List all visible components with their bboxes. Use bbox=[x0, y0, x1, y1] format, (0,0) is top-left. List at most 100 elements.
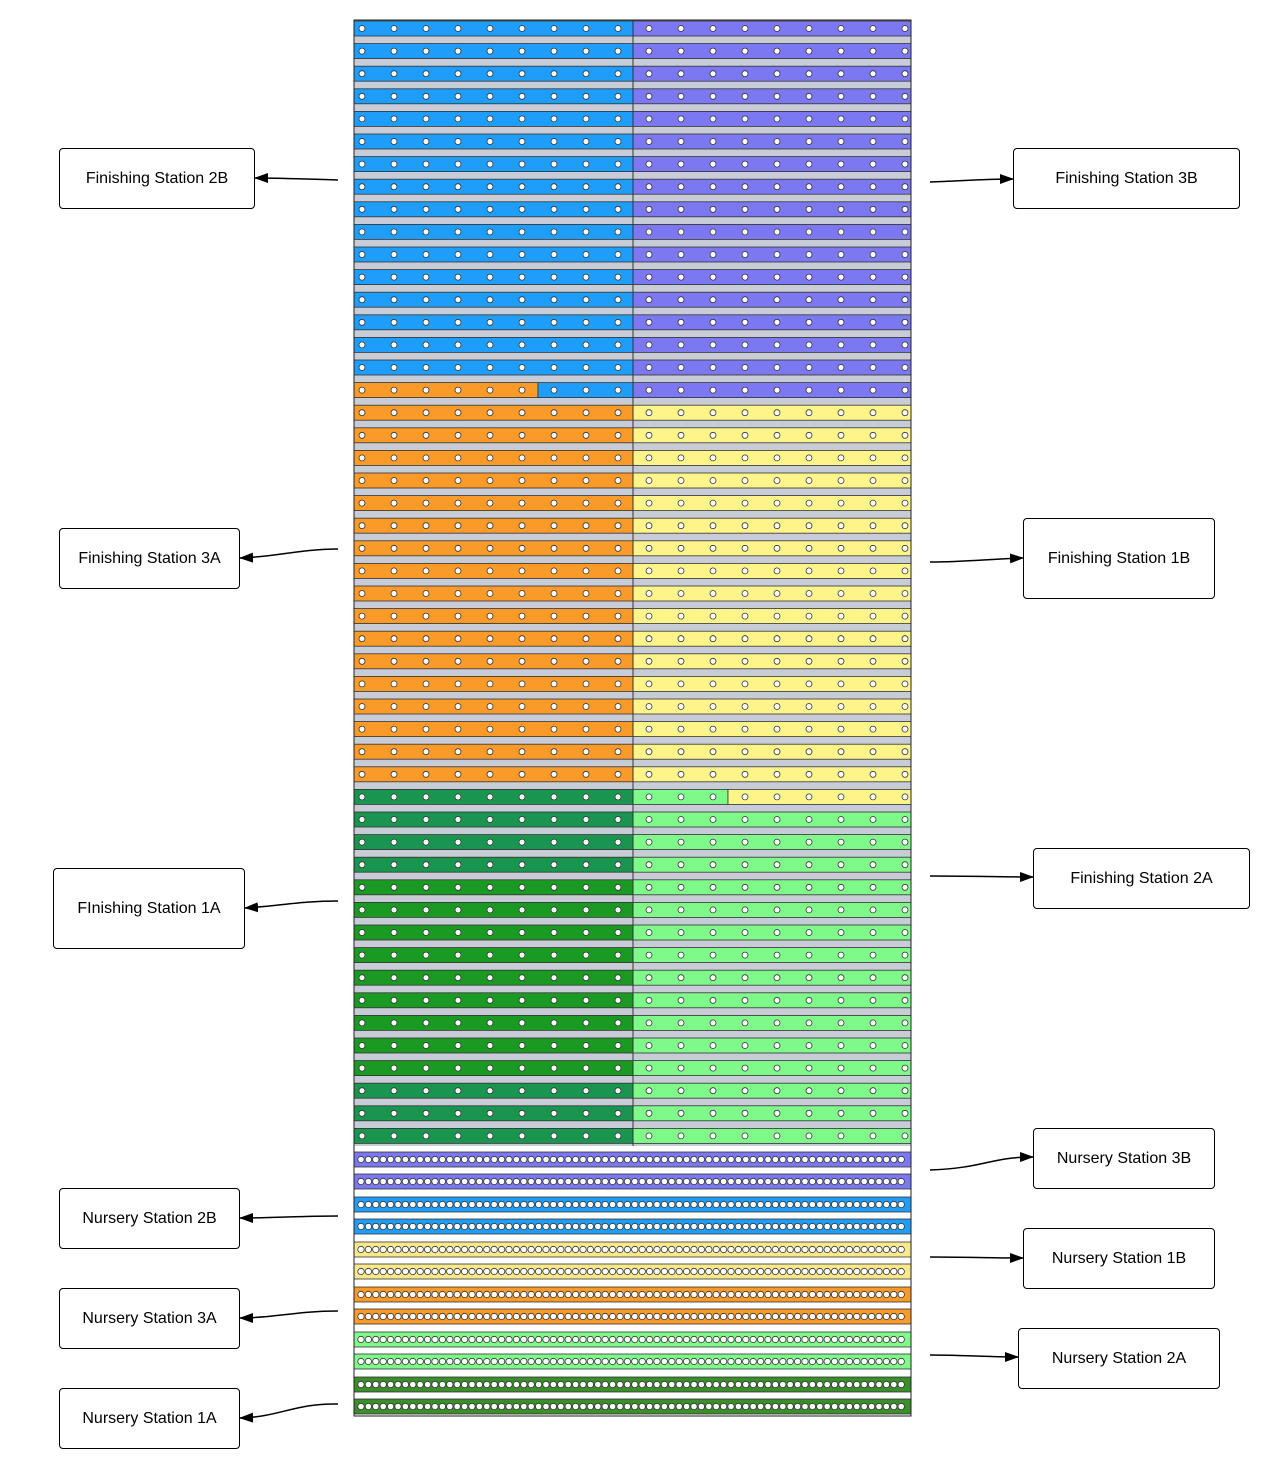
pen-marker bbox=[468, 1222, 476, 1231]
pen-marker bbox=[660, 1357, 669, 1366]
pen-marker bbox=[805, 770, 813, 778]
pen-marker bbox=[527, 1267, 535, 1276]
pen-marker bbox=[542, 1312, 550, 1321]
pen-marker bbox=[586, 1290, 595, 1299]
pen-marker bbox=[901, 364, 909, 371]
pen-marker bbox=[623, 1267, 632, 1276]
pen-marker bbox=[423, 1335, 432, 1344]
pen-marker bbox=[571, 1245, 580, 1254]
pen-marker bbox=[749, 1357, 757, 1366]
pen-marker bbox=[901, 205, 909, 213]
pen-marker bbox=[486, 499, 494, 507]
pen-marker bbox=[897, 1357, 905, 1366]
pen-marker bbox=[586, 1402, 595, 1411]
pen-marker bbox=[582, 838, 590, 846]
pen-marker bbox=[682, 1312, 691, 1321]
pen-marker bbox=[869, 228, 877, 236]
pen-marker bbox=[601, 1335, 609, 1344]
pen-marker bbox=[564, 1380, 572, 1389]
pen-marker bbox=[614, 1064, 622, 1072]
pen-marker bbox=[358, 499, 366, 507]
pen-marker bbox=[512, 1155, 521, 1164]
pen-marker bbox=[422, 793, 430, 801]
pen-marker bbox=[550, 409, 558, 417]
pen-marker bbox=[616, 1267, 624, 1276]
pen-marker bbox=[468, 1177, 476, 1186]
pen-marker bbox=[719, 1155, 728, 1164]
pen-marker bbox=[614, 386, 622, 394]
pen-marker bbox=[860, 1245, 868, 1254]
pen-marker bbox=[490, 1290, 498, 1299]
pen-marker bbox=[838, 1177, 846, 1186]
pen-marker bbox=[741, 1087, 749, 1095]
pen-marker bbox=[837, 816, 845, 823]
pen-marker bbox=[550, 477, 558, 484]
pen-marker bbox=[845, 1222, 854, 1231]
pen-marker bbox=[773, 929, 781, 936]
pen-marker bbox=[416, 1155, 424, 1164]
pen-marker bbox=[837, 1019, 845, 1027]
pen-marker bbox=[550, 138, 558, 145]
pen-marker bbox=[486, 1019, 494, 1027]
pen-marker bbox=[542, 1335, 550, 1344]
pen-marker bbox=[823, 1177, 831, 1186]
pen-marker bbox=[677, 386, 685, 394]
pen-marker bbox=[869, 838, 877, 846]
bay-segment bbox=[632, 563, 912, 579]
pen-marker bbox=[875, 1267, 883, 1276]
pen-marker bbox=[614, 341, 622, 349]
pen-marker bbox=[719, 1290, 728, 1299]
pen-marker bbox=[483, 1177, 491, 1186]
pen-marker bbox=[773, 70, 781, 78]
pen-marker bbox=[475, 1335, 483, 1344]
pen-marker bbox=[614, 47, 622, 55]
pen-marker bbox=[786, 1200, 794, 1209]
pen-marker bbox=[518, 1019, 526, 1027]
pen-marker bbox=[579, 1335, 587, 1344]
pen-marker bbox=[897, 1267, 905, 1276]
pen-marker bbox=[645, 770, 653, 778]
pen-marker bbox=[486, 1087, 494, 1095]
pen-marker bbox=[682, 1245, 691, 1254]
pen-marker bbox=[518, 364, 526, 371]
pen-marker bbox=[805, 205, 813, 213]
pen-marker bbox=[645, 567, 653, 575]
pen-marker bbox=[677, 793, 685, 801]
pen-marker bbox=[741, 47, 749, 55]
pen-marker bbox=[645, 816, 653, 823]
pen-marker bbox=[390, 296, 398, 304]
pen-marker bbox=[741, 115, 749, 123]
pen-marker bbox=[416, 1177, 424, 1186]
pen-marker bbox=[614, 273, 622, 281]
pen-marker bbox=[668, 1402, 676, 1411]
pen-marker bbox=[454, 544, 462, 552]
pen-marker bbox=[741, 25, 749, 32]
pen-marker bbox=[608, 1290, 617, 1299]
pen-marker bbox=[801, 1245, 809, 1254]
pen-marker bbox=[550, 183, 558, 191]
pen-marker bbox=[845, 1290, 854, 1299]
pen-marker bbox=[527, 1200, 535, 1209]
pen-marker bbox=[550, 364, 558, 371]
pen-marker bbox=[805, 996, 813, 1004]
bay-segment bbox=[632, 1082, 912, 1099]
pen-marker bbox=[379, 1312, 387, 1321]
pen-marker bbox=[623, 1155, 632, 1164]
bay-segment bbox=[632, 178, 912, 195]
arrow-finishing-3a bbox=[239, 548, 339, 563]
pen-marker bbox=[773, 47, 781, 55]
pen-marker bbox=[773, 251, 781, 258]
pen-marker bbox=[697, 1357, 706, 1366]
pen-marker bbox=[518, 883, 526, 891]
pen-marker bbox=[631, 1312, 639, 1321]
pen-marker bbox=[594, 1335, 602, 1344]
pen-marker bbox=[518, 748, 526, 756]
pen-marker bbox=[364, 1177, 372, 1186]
pen-marker bbox=[779, 1312, 787, 1321]
pen-marker bbox=[793, 1357, 802, 1366]
pen-marker bbox=[390, 115, 398, 123]
pen-marker bbox=[357, 1380, 365, 1389]
pen-marker bbox=[867, 1380, 876, 1389]
pen-marker bbox=[550, 1109, 558, 1117]
pen-marker bbox=[830, 1335, 839, 1344]
